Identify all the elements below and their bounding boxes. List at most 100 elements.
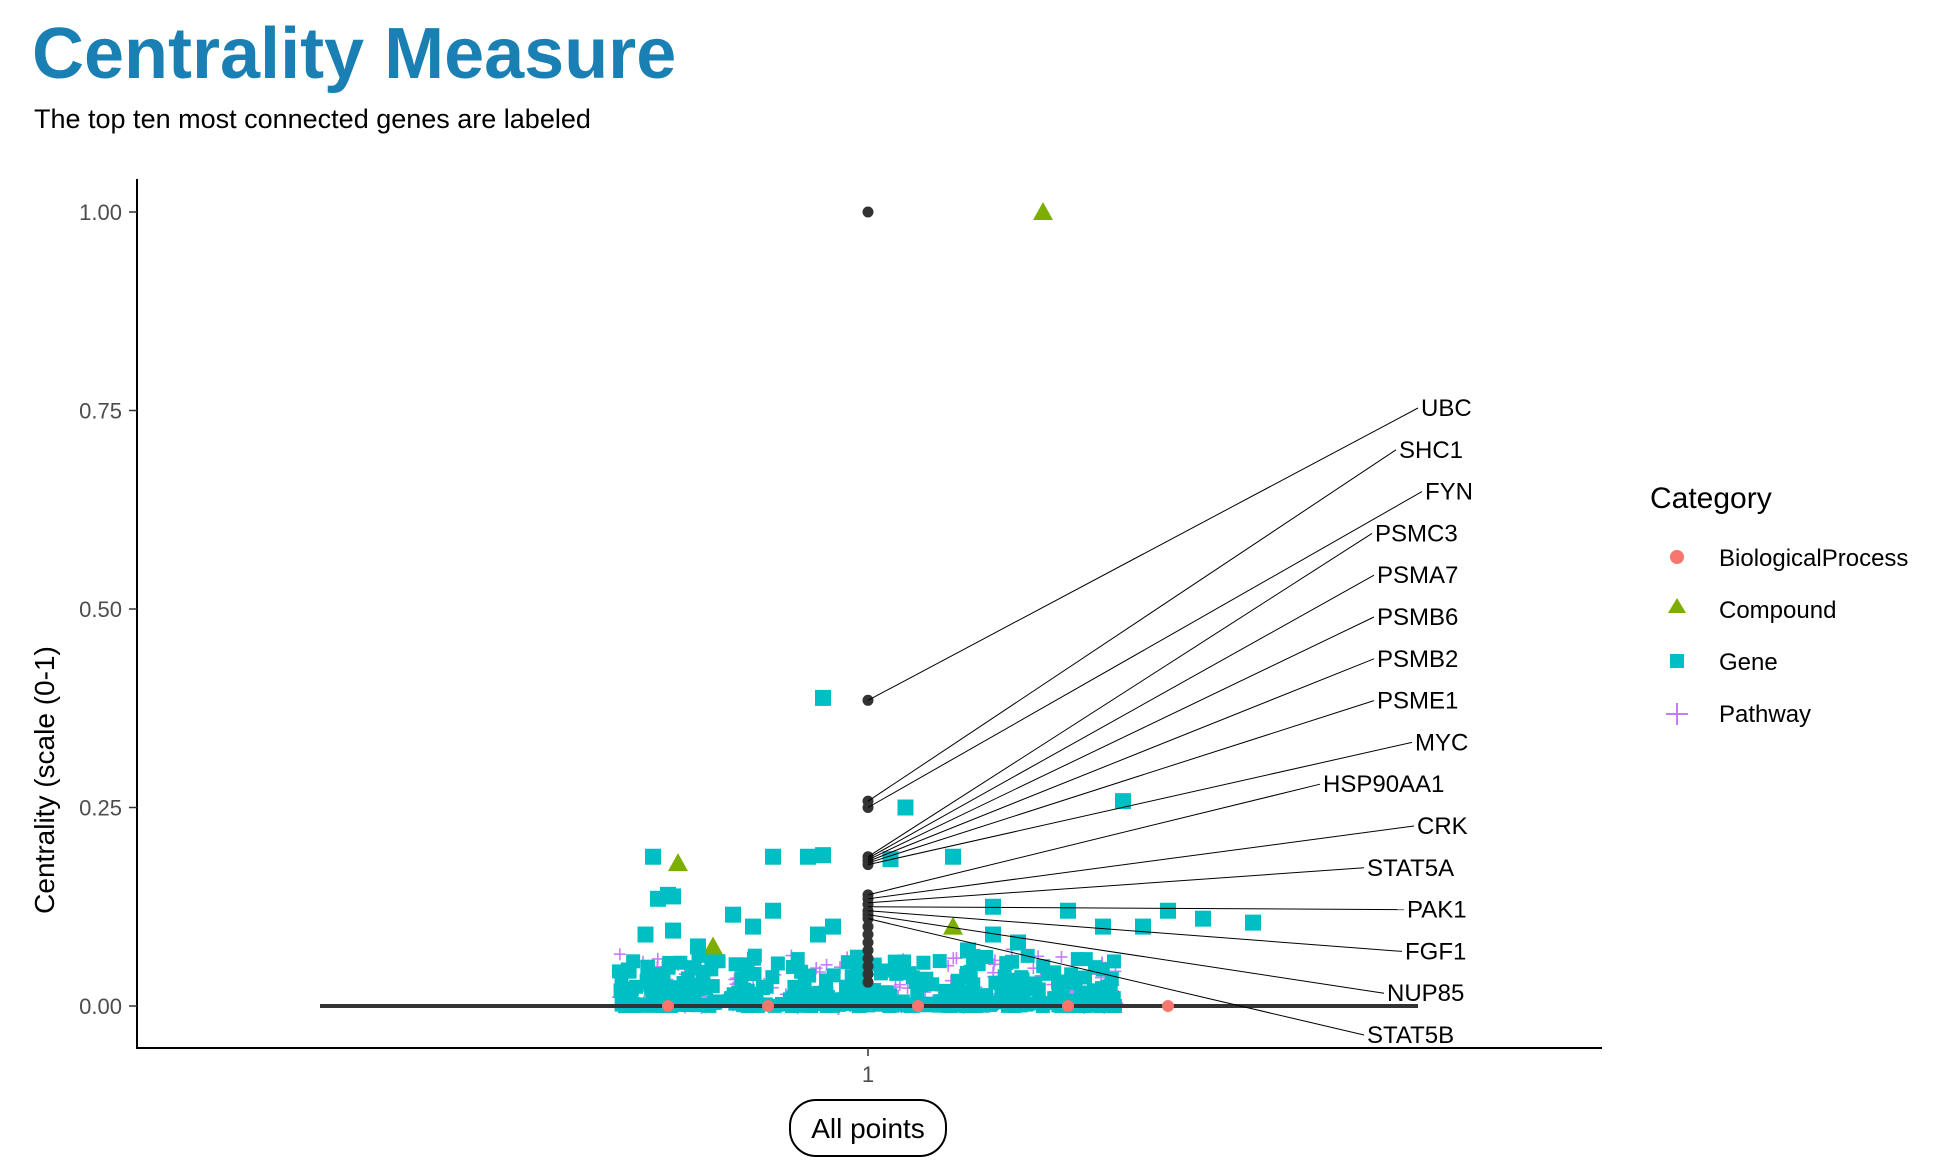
gene-point: [765, 848, 781, 865]
gene-label: STAT5B: [1367, 1022, 1454, 1049]
gene-point: [887, 954, 902, 969]
gene-point: [925, 977, 940, 992]
gene-point: [825, 918, 841, 935]
gene-point: [622, 964, 637, 979]
legend-label-gene: Gene: [1719, 649, 1778, 676]
gene-point: [1040, 966, 1055, 981]
gene-point: [800, 848, 816, 865]
boxplot-outlier-point: [862, 944, 874, 956]
gene-point: [662, 955, 677, 970]
gene-point: [819, 973, 834, 988]
gene-point: [967, 990, 982, 1005]
gene-point: [815, 689, 831, 706]
legend-key-biologicalprocess: [1670, 550, 1684, 564]
compound-point: [943, 916, 963, 935]
gene-point: [960, 942, 976, 959]
x-axis-title: All points: [811, 1113, 925, 1144]
gene-label: SHC1: [1399, 437, 1463, 464]
gene-point: [840, 955, 855, 970]
gene-point: [673, 955, 688, 970]
gene-point: [959, 968, 974, 983]
gene-point: [932, 954, 947, 969]
gene-label-layer: UBC SHC1 FYN PSMC3 PSMA7 PSMB6 PSMB2 PSME1 MYC HS…: [867, 395, 1473, 1049]
gene-point: [999, 956, 1014, 971]
gene-point: [1245, 914, 1261, 931]
biologicalprocess-point: [662, 1000, 674, 1012]
gene-point: [994, 978, 1009, 993]
gene-point: [1031, 982, 1046, 997]
legend-label-compound: Compound: [1719, 597, 1836, 624]
gene-label: PSMA7: [1377, 562, 1458, 589]
gene-point: [725, 906, 741, 923]
gene-label-leader-line: [867, 741, 1413, 866]
boxplot-layer: [320, 206, 1418, 1008]
y-tick-label: 0.75: [79, 399, 122, 424]
gene-point: [745, 918, 761, 935]
boxplot-outlier-point: [862, 976, 874, 988]
gene-point: [985, 926, 1001, 943]
gene-point: [645, 848, 661, 865]
boxplot-outlier-point: [862, 206, 874, 218]
gene-label-leader-line: [867, 825, 1415, 900]
gene-point: [794, 964, 809, 979]
gene-point: [1115, 793, 1131, 810]
boxplot-outlier-point: [862, 929, 874, 941]
gene-point: [1106, 954, 1121, 969]
series-layer: [637, 202, 1261, 1012]
gene-point: [611, 964, 626, 979]
gene-point: [637, 926, 654, 943]
gene-point: [897, 799, 914, 816]
gene-label-leader-line: [867, 407, 1419, 701]
gene-point: [945, 848, 961, 865]
gene-label-leader-line: [867, 783, 1321, 896]
gene-point: [889, 966, 904, 981]
gene-point: [873, 966, 888, 981]
gene-point: [1091, 990, 1106, 1005]
gene-label: NUP85: [1387, 980, 1464, 1007]
y-axis-title: Centrality (scale (0-1): [29, 646, 60, 914]
gene-point: [614, 976, 629, 991]
gene-point: [734, 971, 749, 986]
y-tick-label: 0.50: [79, 597, 122, 622]
pathway-point: [1055, 950, 1068, 963]
gene-label: CRK: [1417, 813, 1468, 840]
boxplot-outlier-point: [862, 968, 874, 980]
gene-label: UBC: [1421, 395, 1472, 422]
biologicalprocess-point: [1062, 1000, 1074, 1012]
pathway-point: [651, 952, 664, 965]
gene-label: FYN: [1425, 479, 1473, 506]
gene-label-leader-line: [867, 910, 1403, 952]
boxplot-outlier-point: [862, 921, 874, 933]
y-axis-ticks: 0.00 0.25 0.50 0.75 1.00: [79, 200, 137, 1019]
gene-point: [1078, 952, 1093, 967]
gene-point: [790, 952, 805, 967]
gene-label: PSME1: [1377, 688, 1458, 715]
gene-point: [676, 976, 691, 991]
gene-point: [665, 888, 681, 905]
gene-point: [728, 957, 743, 972]
biologicalprocess-point: [1162, 1000, 1174, 1012]
gene-label-leader-line: [867, 867, 1365, 904]
gene-label: PSMB2: [1377, 646, 1458, 673]
gene-point: [820, 990, 835, 1005]
compound-point: [1033, 202, 1053, 220]
gene-label-leader-line: [867, 658, 1375, 862]
gene-label: STAT5A: [1367, 855, 1454, 882]
gene-point: [699, 981, 714, 996]
x-axis-title-box: [789, 1099, 947, 1157]
legend-label-biologicalprocess: BiologicalProcess: [1719, 545, 1908, 572]
gene-label-leader-line: [867, 914, 1385, 994]
gene-point: [916, 955, 931, 970]
compound-point: [703, 936, 723, 955]
gene-label-leader-line: [867, 616, 1375, 861]
gene-label: PSMB6: [1377, 604, 1458, 631]
legend-label-pathway: Pathway: [1719, 701, 1811, 728]
legend-key-pathway: [1666, 703, 1688, 725]
chart-title: Centrality Measure: [32, 14, 677, 94]
gene-label: HSP90AA1: [1323, 771, 1444, 798]
gene-point: [1195, 910, 1211, 927]
gene-point: [639, 973, 654, 988]
gene-point: [705, 954, 720, 969]
gene-label-leader-line: [867, 532, 1373, 858]
